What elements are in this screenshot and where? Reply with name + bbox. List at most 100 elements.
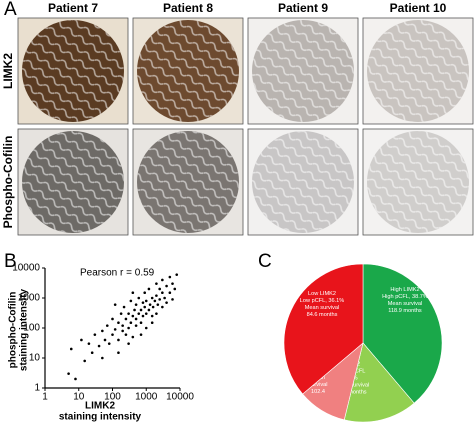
x-axis-title: staining intensity (59, 412, 142, 423)
point (150, 296, 154, 300)
point (101, 356, 104, 360)
point (151, 305, 155, 309)
point (113, 303, 117, 306)
slice-label: Low LIMK2 (308, 291, 336, 297)
point (161, 305, 164, 309)
point (111, 333, 114, 336)
point (143, 305, 147, 309)
tissue-texture (22, 20, 124, 122)
pie-slice (343, 342, 415, 423)
pie-slice (362, 263, 443, 404)
row-label: Phospho-Cofilin (1, 136, 15, 229)
point (175, 273, 179, 276)
row-label: LIMK2 (1, 53, 15, 89)
point (117, 351, 120, 355)
column-header: Patient 9 (278, 1, 328, 15)
point (150, 314, 154, 318)
y-tick-label: 10 (29, 353, 41, 364)
point (103, 338, 107, 342)
point (129, 299, 133, 303)
point (168, 275, 172, 279)
x-axis-title: LIMK2 (85, 401, 115, 412)
point (67, 372, 70, 375)
panel-label: B (4, 251, 17, 272)
point (87, 342, 91, 345)
slice-label: 84.6 months (307, 312, 338, 318)
point (171, 282, 174, 285)
point (101, 329, 104, 333)
point (122, 305, 126, 309)
point (147, 287, 151, 291)
slice-label: survival (309, 382, 328, 388)
y-tick-label: 1000 (18, 293, 41, 304)
point (111, 317, 114, 321)
point (134, 317, 138, 321)
point (113, 328, 117, 331)
y-tick-label: 100 (23, 323, 40, 334)
point (134, 324, 138, 327)
panel-label: C (258, 251, 272, 272)
point (144, 299, 148, 303)
tissue-texture (137, 20, 239, 122)
slice-label: 107 months (337, 389, 366, 395)
point (69, 347, 73, 351)
point (80, 338, 83, 342)
point (74, 377, 77, 381)
point (117, 338, 120, 342)
point (150, 321, 154, 325)
point (153, 299, 157, 303)
y-axis-title: staining intensity (19, 288, 30, 371)
tissue-texture (252, 131, 354, 233)
slice-label: High pCFL, 38.7% (382, 294, 428, 300)
tissue-texture (137, 131, 239, 233)
point (134, 303, 138, 306)
point (131, 335, 135, 339)
tissue-texture (367, 131, 469, 233)
column-header: Patient 8 (163, 1, 213, 15)
point (163, 296, 166, 300)
point (165, 301, 168, 304)
point (161, 291, 164, 295)
point (147, 308, 151, 312)
tissue-texture (252, 20, 354, 122)
point (131, 314, 135, 318)
tissue-texture (22, 131, 124, 233)
slice-label: Mean survival (305, 305, 340, 311)
point (171, 298, 174, 301)
point (165, 284, 168, 288)
point (148, 303, 152, 306)
column-header: Patient 10 (390, 1, 447, 15)
point (139, 308, 143, 312)
point (105, 324, 109, 327)
x-tick-label: 100 (104, 392, 121, 403)
point (124, 317, 128, 321)
point (173, 287, 177, 291)
point (131, 291, 135, 295)
point (155, 282, 158, 285)
point (127, 326, 130, 330)
point (161, 278, 164, 282)
point (168, 291, 172, 295)
y-tick-label: 10000 (12, 263, 40, 274)
point (144, 312, 148, 315)
point (121, 329, 124, 333)
point (139, 321, 143, 325)
point (133, 308, 136, 312)
point (129, 321, 133, 325)
slice-label: Low pCFL, 36.1% (300, 298, 344, 304)
y-axis-title: phospho-Cofilin (8, 292, 19, 369)
point (121, 324, 124, 327)
point (119, 312, 123, 315)
x-tick-label: 1 (42, 392, 48, 403)
annotation: Pearson r = 0.59 (80, 268, 155, 279)
point (137, 296, 141, 300)
point (117, 321, 120, 325)
point (93, 333, 97, 336)
point (137, 312, 141, 315)
slice-label: 118.9 months (388, 308, 422, 314)
point (141, 301, 145, 304)
x-tick-label: 10000 (166, 392, 194, 403)
x-tick-label: 1000 (135, 392, 158, 403)
point (90, 351, 94, 355)
